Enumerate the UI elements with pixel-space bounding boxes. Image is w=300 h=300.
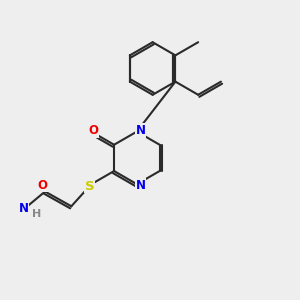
Text: H: H	[32, 209, 41, 219]
Text: N: N	[136, 179, 146, 192]
Text: N: N	[19, 202, 28, 215]
Text: O: O	[38, 179, 47, 192]
Text: O: O	[88, 124, 99, 137]
Text: N: N	[136, 124, 146, 137]
Text: S: S	[85, 180, 94, 193]
